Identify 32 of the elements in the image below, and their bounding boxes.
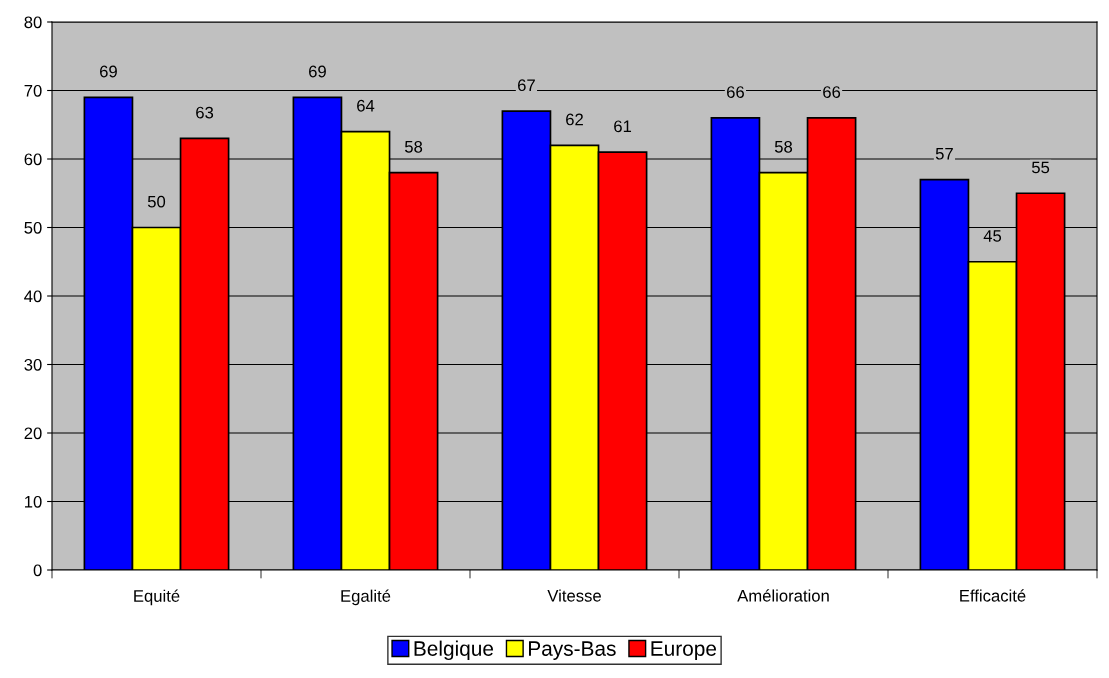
- data-label: 63: [196, 106, 214, 119]
- y-tick-label: 80: [24, 16, 42, 29]
- data-label: 58: [404, 140, 423, 153]
- y-tick-label: 30: [24, 358, 42, 371]
- data-label: 67: [518, 79, 535, 92]
- data-label: 69: [309, 65, 326, 78]
- data-label: 50: [147, 195, 166, 208]
- y-tick-label: 50: [24, 221, 42, 234]
- y-tick-label: 70: [24, 84, 42, 97]
- data-label: 55: [1031, 161, 1050, 174]
- x-tick-label: Vitesse: [547, 589, 601, 602]
- y-tick-label: 0: [33, 564, 42, 577]
- x-tick-label: Equité: [134, 589, 180, 606]
- x-tick-label: Efficacité: [960, 589, 1026, 602]
- data-label: 66: [823, 86, 841, 98]
- data-label: 45: [983, 230, 1002, 242]
- legend-label: Europe: [651, 641, 717, 661]
- data-label: 57: [935, 147, 953, 160]
- legend-label: Belgique: [414, 640, 494, 661]
- x-tick-label: Amélioration: [737, 589, 829, 602]
- legend-label: Pays-Bas: [529, 641, 616, 661]
- data-label: 69: [100, 65, 117, 78]
- y-tick-label: 60: [24, 153, 42, 166]
- data-label: 62: [566, 113, 583, 126]
- y-tick-label: 10: [25, 495, 42, 508]
- data-label: 61: [614, 120, 632, 133]
- data-label: 66: [727, 86, 744, 98]
- x-tick-label: Egalité: [341, 589, 391, 606]
- y-tick-label: 40: [24, 290, 42, 303]
- data-label: 64: [357, 99, 375, 112]
- data-label: 58: [774, 140, 793, 153]
- y-tick-label: 20: [24, 427, 42, 440]
